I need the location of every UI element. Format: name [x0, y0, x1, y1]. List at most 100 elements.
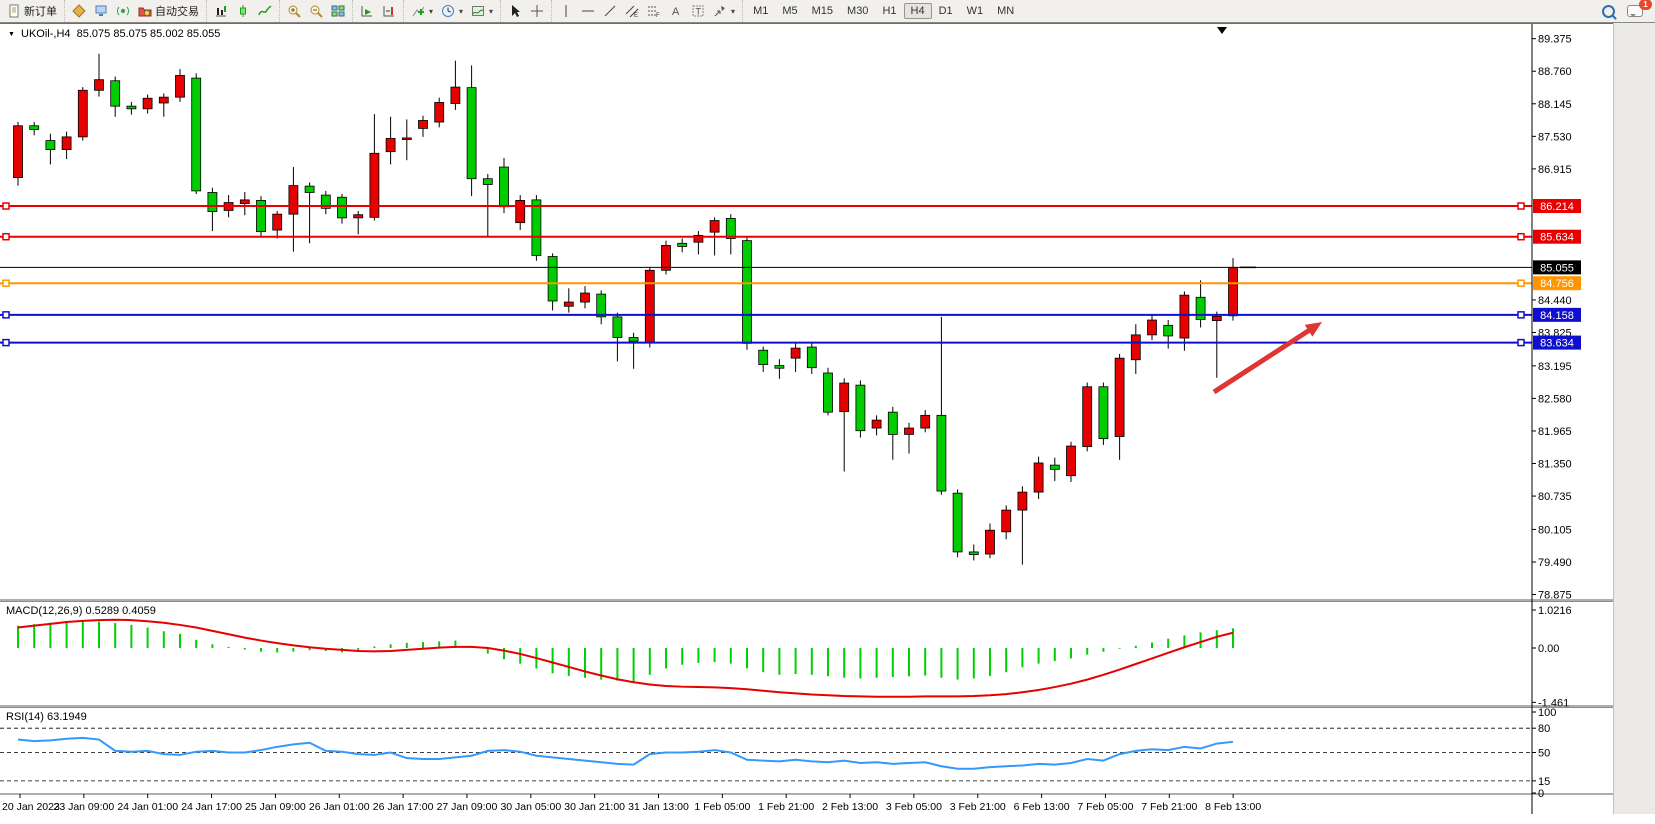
- line-chart-type-button[interactable]: [254, 2, 276, 20]
- rsi-panel: 100 80 50 150 RSI(14) 63.1949: [0, 707, 1556, 800]
- svg-text:87.530: 87.530: [1538, 131, 1572, 143]
- rsi-line: [17, 736, 1234, 770]
- tile-windows-icon: [331, 5, 345, 17]
- svg-text:86.915: 86.915: [1538, 164, 1572, 176]
- toolbar-group: [500, 0, 551, 22]
- svg-text:100: 100: [1538, 707, 1556, 719]
- crosshair-icon: [531, 5, 544, 17]
- zoom-in-button[interactable]: [283, 2, 305, 20]
- chevron-down-icon: ▾: [489, 6, 494, 16]
- text-label-button[interactable]: T: [687, 2, 709, 20]
- svg-text:0.00: 0.00: [1538, 643, 1559, 655]
- chat-bubble-icon: [1627, 5, 1643, 17]
- indicators-button[interactable]: ▾: [407, 2, 437, 20]
- text-button[interactable]: A: [665, 2, 687, 20]
- toolbar-group: 新订单: [0, 0, 64, 22]
- channel-button[interactable]: E: [621, 2, 643, 20]
- svg-text:2 Feb 13:00: 2 Feb 13:00: [822, 801, 878, 813]
- svg-text:50: 50: [1538, 748, 1550, 760]
- svg-text:84.756: 84.756: [1540, 278, 1574, 290]
- timeframe-button-h4[interactable]: H4: [903, 3, 932, 19]
- price-tag-84.756: [1533, 276, 1581, 291]
- timeframe-button-w1[interactable]: W1: [966, 5, 984, 17]
- price-tag-85.634: [1533, 229, 1581, 244]
- crosshair-button[interactable]: [526, 2, 548, 20]
- candles: [13, 53, 1238, 565]
- svg-text:79.490: 79.490: [1538, 557, 1572, 569]
- zoom-out-button[interactable]: [305, 2, 327, 20]
- vertical-line-button[interactable]: [555, 2, 577, 20]
- price-chart-canvas[interactable]: MACD(12,26,9) 0.5289 0.4059 1.0216 0.00 -1.…: [0, 24, 1613, 814]
- svg-text:A: A: [672, 6, 680, 18]
- svg-text:8 Feb 13:00: 8 Feb 13:00: [1205, 801, 1261, 813]
- macd-label: MACD(12,26,9) 0.5289 0.4059: [6, 605, 156, 617]
- svg-text:80: 80: [1538, 723, 1550, 735]
- market-watch-button[interactable]: [90, 2, 112, 20]
- toolbar: 新订单 自动交易 ▾ ▾ ▾ E F A T ▾ M1 M5 M15 M30 H1 H4 D1 W1 MN 1: [0, 0, 1655, 23]
- signal-button[interactable]: [112, 2, 134, 20]
- price-tag-85.055: [1533, 260, 1581, 275]
- tile-windows-button[interactable]: [327, 2, 349, 20]
- fibonacci-icon: F: [648, 6, 660, 18]
- auto-trading-button-label: 自动交易: [155, 6, 199, 18]
- periods-button[interactable]: ▾: [437, 2, 467, 20]
- svg-text:1.0216: 1.0216: [1538, 605, 1572, 617]
- chart-shift-icon: [383, 6, 394, 17]
- chart-title: ▼ UKOil-,H4 85.075 85.075 85.002 85.055: [8, 28, 220, 40]
- auto-scroll-button[interactable]: [356, 2, 378, 20]
- svg-text:3 Feb 21:00: 3 Feb 21:00: [950, 801, 1006, 813]
- chart-window[interactable]: ▼ UKOil-,H4 85.075 85.075 85.002 85.055 …: [0, 23, 1655, 814]
- timeframe-button-m5[interactable]: M5: [782, 5, 798, 17]
- svg-text:-1.461: -1.461: [1538, 697, 1569, 709]
- search-icon: [1602, 4, 1615, 18]
- horizontal-line-button[interactable]: [577, 2, 599, 20]
- arrows-button[interactable]: ▾: [709, 2, 739, 20]
- chevron-down-icon: ▾: [429, 6, 434, 16]
- indicators-icon: [412, 6, 425, 17]
- fibonacci-button[interactable]: F: [643, 2, 665, 20]
- signal-icon: [117, 6, 129, 16]
- svg-text:31 Jan 13:00: 31 Jan 13:00: [628, 801, 689, 813]
- toolbar-group: ▾ ▾ ▾: [403, 0, 500, 22]
- svg-text:82.580: 82.580: [1538, 393, 1572, 405]
- bar-chart-type-button[interactable]: [210, 2, 232, 20]
- timeframe-button-d1[interactable]: D1: [938, 5, 953, 17]
- timeframe-button-mn[interactable]: MN: [997, 5, 1015, 17]
- search-button[interactable]: [1598, 3, 1623, 20]
- trendline-icon: [604, 5, 616, 17]
- candlestick-chart-type-button[interactable]: [232, 2, 254, 20]
- chart-shift-button[interactable]: [378, 2, 400, 20]
- trendline-button[interactable]: [599, 2, 621, 20]
- toolbar-group: [279, 0, 352, 22]
- templates-button[interactable]: ▾: [467, 2, 497, 20]
- chart-profile-button[interactable]: [68, 2, 90, 20]
- timeframe-button-m15[interactable]: M15: [811, 5, 834, 17]
- timeframe-button-m1[interactable]: M1: [753, 5, 769, 17]
- timeframe-button-h1[interactable]: H1: [882, 5, 897, 17]
- annotation-arrow: [1212, 326, 1313, 395]
- text-label-icon: T: [692, 5, 704, 17]
- cursor-button[interactable]: [504, 2, 526, 20]
- svg-text:T: T: [696, 7, 702, 17]
- svg-text:88.145: 88.145: [1538, 99, 1572, 111]
- svg-text:85.634: 85.634: [1540, 232, 1574, 244]
- toolbar-group: 自动交易: [64, 0, 206, 22]
- svg-text:26 Jan 17:00: 26 Jan 17:00: [373, 801, 434, 813]
- auto-trading-icon: [138, 7, 152, 17]
- price-tag-83.634: [1533, 335, 1581, 350]
- svg-text:26 Jan 01:00: 26 Jan 01:00: [309, 801, 370, 813]
- macd-signal-line: [17, 618, 1234, 698]
- svg-text:24 Jan 01:00: 24 Jan 01:00: [117, 801, 178, 813]
- new-order-button-label: 新订单: [24, 6, 57, 18]
- auto-trading-button[interactable]: 自动交易: [134, 1, 203, 21]
- text-icon: A: [672, 6, 680, 18]
- market-watch-icon: [95, 5, 107, 16]
- svg-text:30 Jan 21:00: 30 Jan 21:00: [564, 801, 625, 813]
- timeframe-button-m30[interactable]: M30: [847, 5, 869, 17]
- new-order-button[interactable]: 新订单: [3, 1, 61, 21]
- notifications-button[interactable]: 1: [1623, 0, 1652, 19]
- notification-badge: 1: [1639, 0, 1652, 10]
- horizontal-line-icon: [582, 10, 595, 12]
- svg-text:81.965: 81.965: [1538, 426, 1572, 438]
- svg-text:15: 15: [1538, 776, 1550, 788]
